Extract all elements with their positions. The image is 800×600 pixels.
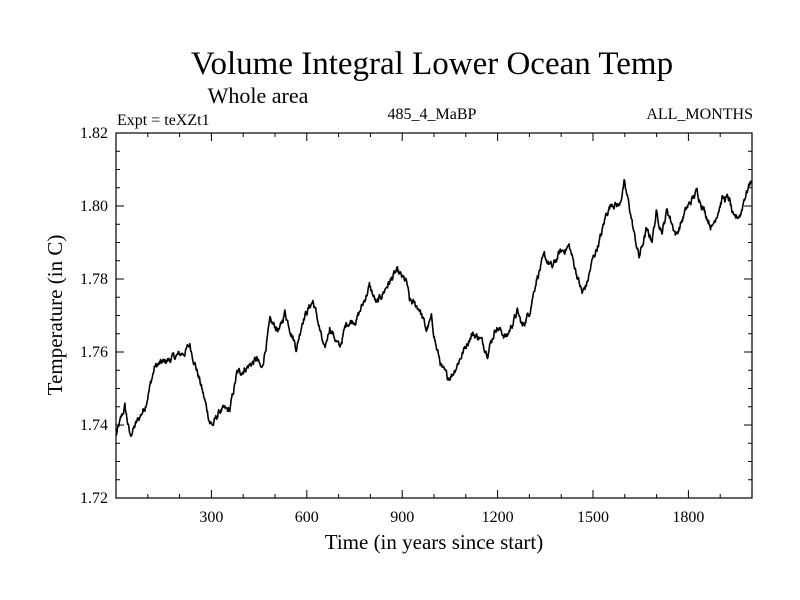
x-tick-label: 1800 [672,509,704,526]
x-tick-label: 300 [199,509,223,526]
x-tick-label: 600 [295,509,319,526]
y-tick-label: 1.76 [80,344,108,361]
period-label: 485_4_MaBP [388,106,477,123]
y-tick-label: 1.72 [80,490,108,507]
y-tick-label: 1.82 [80,125,108,142]
experiment-label: Expt = teXZt1 [117,112,210,129]
y-tick-label: 1.80 [80,198,108,215]
y-tick-label: 1.74 [80,417,108,434]
x-axis-label: Time (in years since start) [325,530,544,554]
series-group [115,178,752,438]
x-tick-label: 900 [390,509,414,526]
series-line [115,178,752,438]
y-axis-label: Temperature (in C) [43,235,67,396]
chart-title: Volume Integral Lower Ocean Temp [191,46,673,82]
plot-frame [115,132,753,499]
months-label: ALL_MONTHS [646,106,753,123]
x-tick-label: 1500 [577,509,609,526]
chart-subtitle: Whole area [208,83,309,108]
y-tick-label: 1.78 [80,271,108,288]
axes: 300 600 900 1200 1500 1800 1.72 1.74 1.76 1.78 1.8… [80,125,753,526]
x-tick-label: 1200 [482,509,514,526]
